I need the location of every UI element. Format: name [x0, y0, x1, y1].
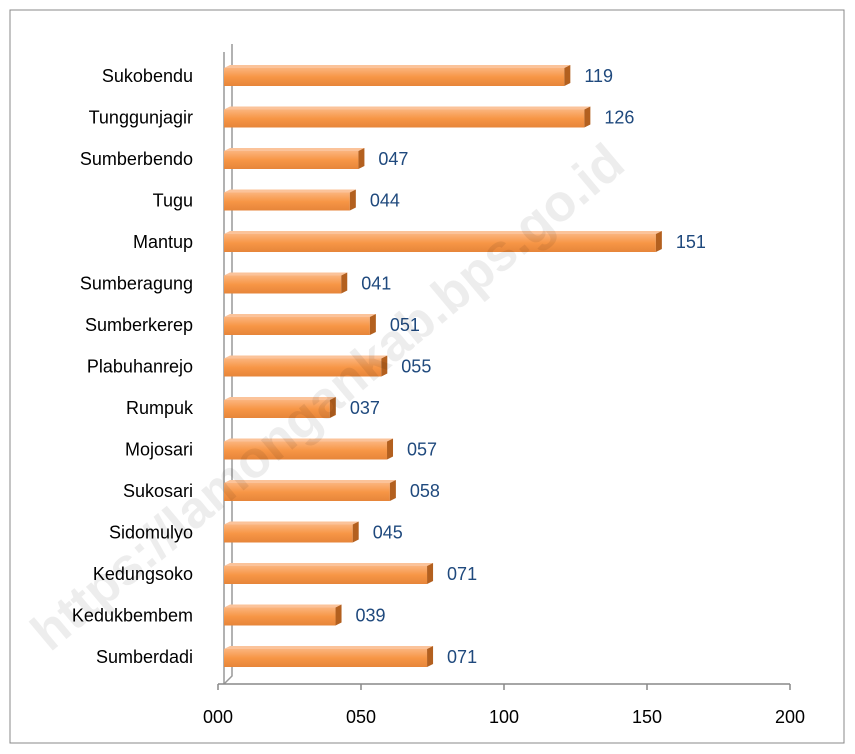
- bar-top: [224, 521, 359, 525]
- value-label: 057: [407, 439, 437, 459]
- bar: [224, 607, 336, 626]
- bar-side: [584, 106, 591, 128]
- bar-top: [224, 397, 336, 400]
- y-tick-label: Sumberkerep: [85, 315, 193, 335]
- bar-top: [224, 148, 365, 151]
- y-tick-label: Mantup: [133, 232, 193, 252]
- chart-frame: [9, 9, 845, 744]
- bar-top: [224, 604, 342, 608]
- bar-top: [224, 231, 662, 234]
- bar: [224, 358, 382, 377]
- bar-side: [358, 148, 365, 169]
- y-tick-label: Rumpuk: [126, 398, 194, 418]
- bar-side: [381, 355, 388, 377]
- y-tick-label: Sumberbendo: [80, 149, 193, 169]
- y-tick-label: Sukosari: [123, 481, 193, 501]
- bar: [224, 234, 656, 252]
- bar-top: [224, 646, 434, 649]
- y-tick-label: Mojosari: [125, 439, 193, 459]
- y-tick-label: Kedungsoko: [93, 564, 193, 584]
- y-tick-label: Sumberdadi: [96, 647, 193, 667]
- bar: [224, 649, 428, 667]
- bar-side: [387, 438, 394, 460]
- bar-side: [369, 314, 376, 335]
- bar: [224, 566, 428, 584]
- bar-side: [341, 272, 348, 294]
- x-tick-label: 200: [775, 707, 805, 727]
- y-tick-label: Sidomulyo: [109, 522, 193, 542]
- bar-side: [329, 397, 336, 418]
- bar: [224, 192, 350, 211]
- bar-top: [224, 189, 356, 193]
- bar-top: [224, 355, 388, 359]
- bar-top: [224, 65, 571, 68]
- bar-top: [224, 563, 434, 566]
- bar: [224, 441, 388, 460]
- bar-top: [224, 272, 348, 276]
- bar-side: [427, 646, 434, 667]
- bar-side: [335, 604, 342, 626]
- value-label: 119: [584, 66, 613, 86]
- x-tick-label: 100: [489, 707, 519, 727]
- value-label: 126: [604, 107, 634, 127]
- bar-side: [564, 65, 571, 86]
- back-wall: [223, 44, 233, 685]
- x-tick-label: 050: [346, 707, 376, 727]
- bar-side: [427, 563, 434, 584]
- bar: [224, 317, 370, 335]
- y-tick-label: Tunggunjagir: [89, 107, 193, 127]
- value-label: 051: [390, 315, 420, 335]
- bar: [224, 109, 585, 128]
- bar: [224, 151, 359, 169]
- bar: [224, 68, 565, 86]
- y-tick-label: Kedukbembem: [72, 605, 193, 625]
- bar: [224, 524, 353, 543]
- bar-side: [352, 521, 359, 543]
- value-label: 044: [370, 190, 400, 210]
- y-tick-label: Tugu: [153, 190, 193, 210]
- value-label: 055: [401, 356, 431, 376]
- value-label: 039: [356, 605, 386, 625]
- value-label: 071: [447, 647, 477, 667]
- bar-top: [224, 480, 396, 483]
- value-label: 045: [373, 522, 403, 542]
- y-tick-label: Sukobendu: [102, 66, 193, 86]
- bar-side: [655, 231, 662, 252]
- bar-side: [389, 480, 396, 501]
- x-tick-label: 150: [632, 707, 662, 727]
- bar: [224, 400, 330, 418]
- bar-top: [224, 438, 394, 442]
- bar: [224, 483, 390, 501]
- value-label: 151: [676, 232, 706, 252]
- value-label: 071: [447, 564, 477, 584]
- value-label: 037: [350, 398, 380, 418]
- bar-side: [349, 189, 356, 211]
- value-label: 047: [378, 149, 408, 169]
- x-tick-label: 000: [203, 707, 233, 727]
- value-label: 058: [410, 481, 440, 501]
- y-tick-label: Sumberagung: [80, 273, 193, 293]
- value-label: 041: [361, 273, 391, 293]
- bar-top: [224, 106, 591, 110]
- bar-top: [224, 314, 376, 317]
- bar: [224, 275, 342, 294]
- y-tick-label: Plabuhanrejo: [87, 356, 193, 376]
